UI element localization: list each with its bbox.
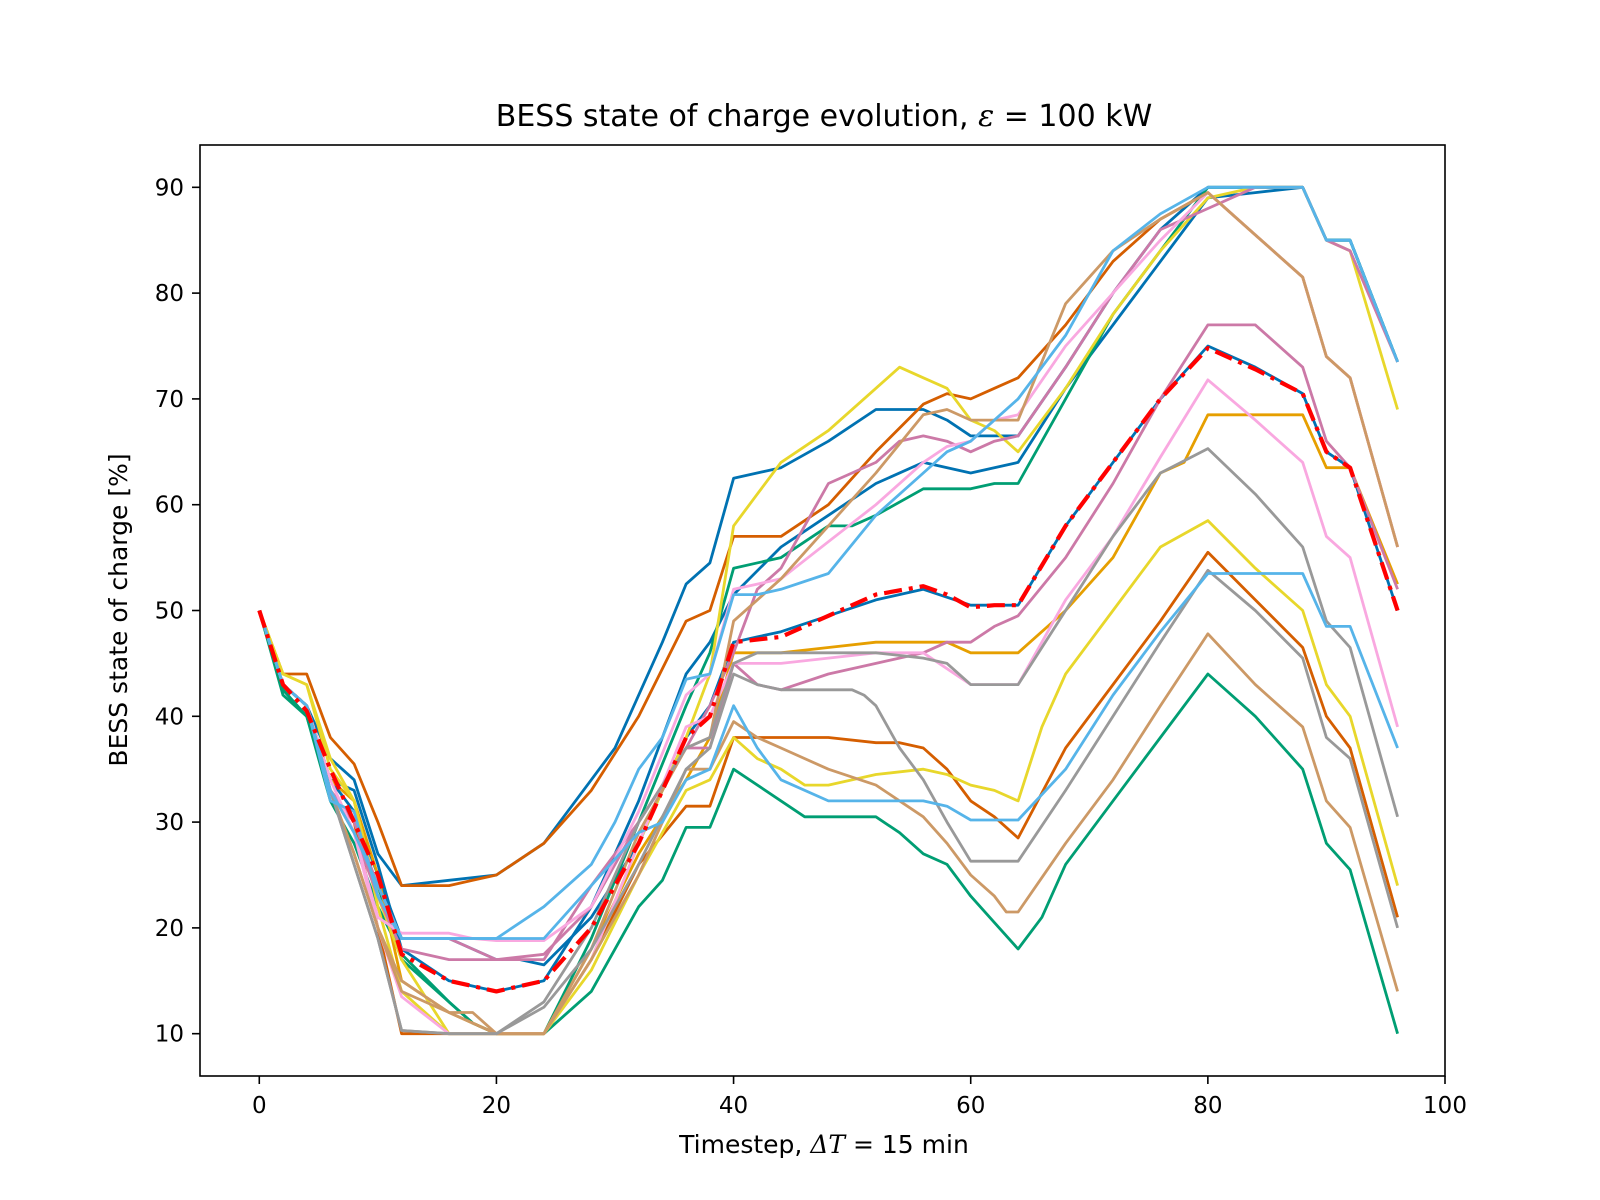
- y-tick-label-30: 30: [155, 810, 184, 836]
- y-tick-label-50: 50: [155, 599, 184, 625]
- x-tick-label-40: 40: [719, 1093, 748, 1119]
- series-line-9: [257, 185, 1399, 1036]
- x-tick-label-20: 20: [482, 1093, 511, 1119]
- series-line-21: [257, 346, 1400, 994]
- y-tick-label-60: 60: [155, 493, 184, 519]
- series-line-16: [257, 191, 1399, 1036]
- x-tick-label-60: 60: [956, 1093, 985, 1119]
- series-line-13: [257, 191, 1399, 942]
- x-tick-label-100: 100: [1423, 1093, 1467, 1119]
- y-tick-label-90: 90: [155, 175, 184, 201]
- y-tick-label-70: 70: [155, 387, 184, 413]
- x-tick-label-80: 80: [1193, 1093, 1222, 1119]
- x-tick-label-0: 0: [252, 1093, 267, 1119]
- y-axis-label: BESS state of charge [%]: [104, 453, 133, 766]
- series-line-18: [257, 447, 1399, 1036]
- y-tick-label-10: 10: [155, 1022, 184, 1048]
- chart-title: BESS state of charge evolution, ε = 100 …: [496, 99, 1153, 134]
- x-axis-label: Timestep, ΔT = 15 min: [678, 1130, 969, 1159]
- y-axis: 10 20 30 40 50 60 70 80 90: [155, 175, 200, 1048]
- y-tick-label-40: 40: [155, 704, 184, 730]
- series-line-3: [257, 185, 1399, 887]
- x-axis: 0 20 40 60 80 100: [252, 1076, 1467, 1119]
- series-layer: [257, 185, 1400, 1036]
- series-line-15: [257, 610, 1399, 1036]
- y-tick-label-20: 20: [155, 916, 184, 942]
- y-tick-label-80: 80: [155, 281, 184, 307]
- plot-area: [199, 144, 1446, 1077]
